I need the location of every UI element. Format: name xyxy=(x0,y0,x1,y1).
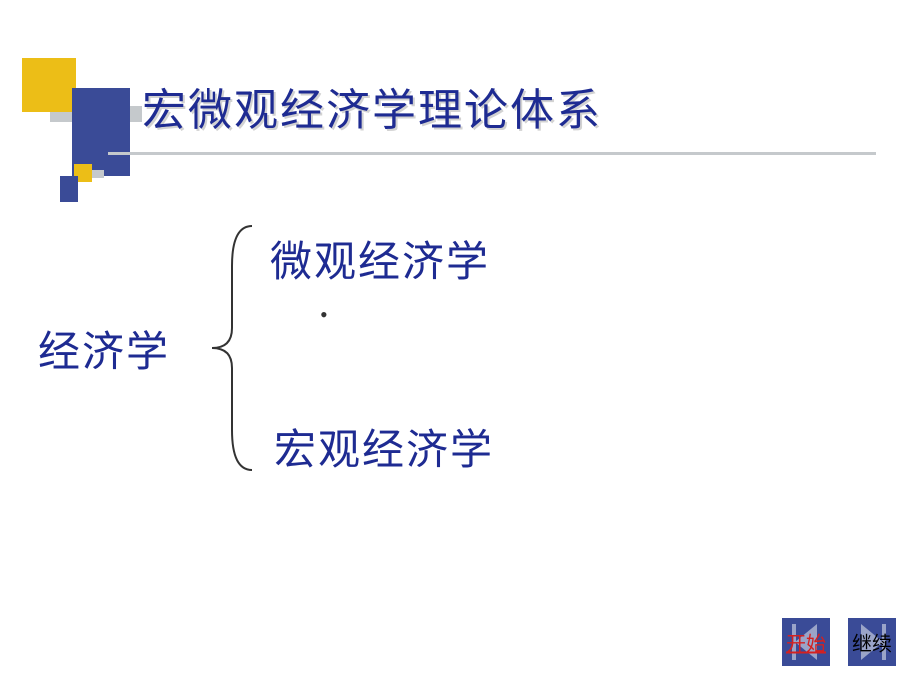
small-blue xyxy=(60,176,78,202)
continue-label: 继续 xyxy=(852,628,892,657)
title-underline xyxy=(108,152,876,155)
diagram-branch-bottom: 宏观经济学 xyxy=(274,416,494,477)
continue-button[interactable]: 继续 xyxy=(848,618,896,666)
bullet-dot: • xyxy=(320,302,328,328)
diagram-branch-top: 微观经济学 xyxy=(270,228,490,289)
small-decoration xyxy=(60,164,104,208)
diagram-root: 经济学 xyxy=(38,318,170,379)
blue-square xyxy=(72,88,130,176)
page-title: 宏微观经济学理论体系 xyxy=(142,74,602,138)
corner-decoration xyxy=(22,58,130,166)
yellow-square xyxy=(22,58,76,112)
brace-icon xyxy=(204,218,260,478)
nav-buttons: 开始 继续 xyxy=(782,618,896,666)
start-label: 开始 xyxy=(786,628,826,657)
start-button[interactable]: 开始 xyxy=(782,618,830,666)
